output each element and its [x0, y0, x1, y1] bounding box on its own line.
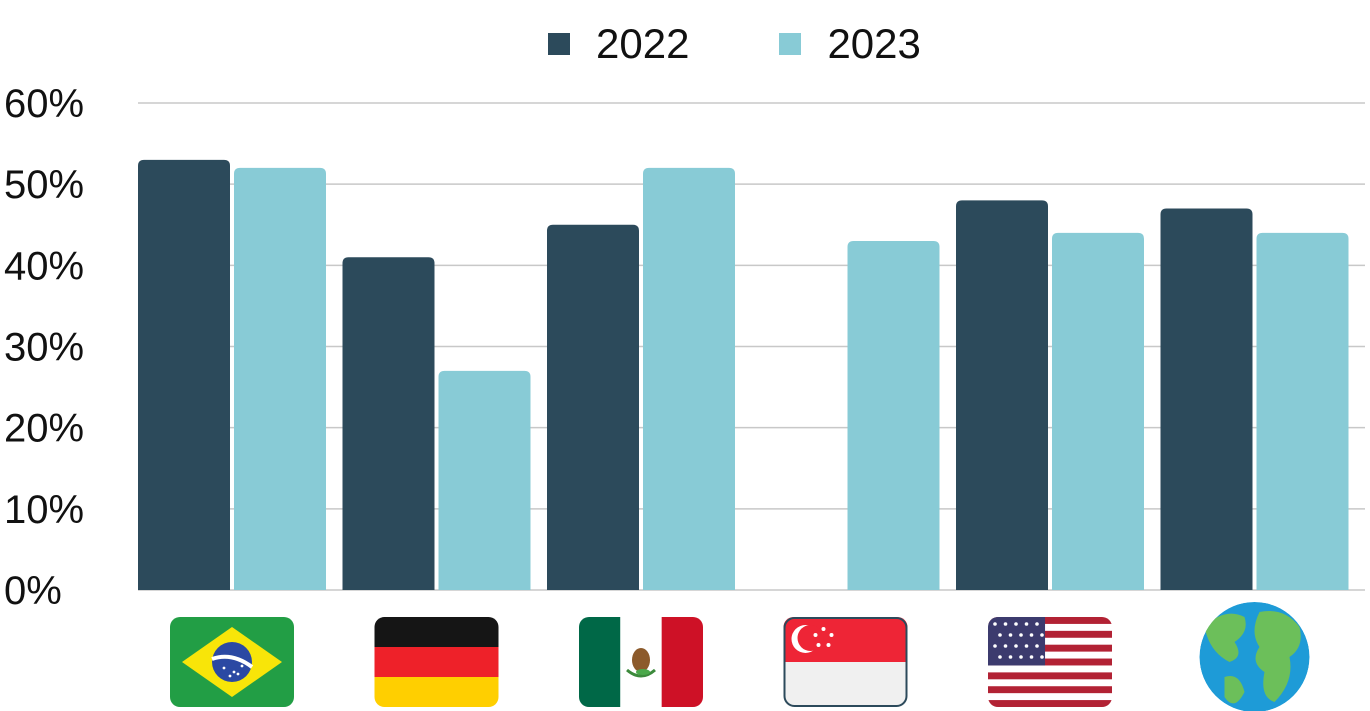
legend-swatch-2023	[779, 33, 802, 55]
singapore-flag-icon	[783, 617, 908, 707]
bar-2022-germany	[342, 257, 435, 590]
globe-icon	[1199, 602, 1310, 711]
bar-2023-brazil	[234, 167, 326, 590]
y-tick-label: 10%	[4, 488, 84, 532]
germany-flag-icon	[374, 617, 499, 707]
y-tick-label: 60%	[4, 82, 84, 126]
bar-2023-germany	[438, 370, 531, 590]
y-tick-label: 30%	[4, 326, 84, 370]
bar-2022-global	[1160, 208, 1253, 590]
mexico-flag-icon	[579, 617, 703, 707]
legend-swatch-2022	[548, 33, 570, 55]
legend-item-2022: 2022	[548, 20, 689, 68]
bar-2023-global	[1256, 232, 1349, 590]
brazil-flag-icon	[170, 617, 294, 707]
legend-label-2023: 2023	[827, 20, 921, 67]
us-flag-icon	[988, 617, 1112, 707]
bar-2022-mexico	[547, 224, 639, 590]
legend-item-2023: 2023	[779, 20, 921, 68]
bar-2022-united-states	[956, 200, 1048, 590]
y-tick-label: 40%	[4, 244, 84, 288]
y-tick-label: 50%	[4, 163, 84, 207]
bar-2023-mexico	[643, 167, 735, 590]
legend-label-2022: 2022	[596, 20, 690, 67]
y-tick-label: 0%	[4, 569, 62, 613]
y-tick-label: 20%	[4, 407, 84, 451]
bar-2023-singapore	[847, 240, 940, 590]
bar-2022-brazil	[138, 159, 230, 591]
legend: 2022 2023	[548, 20, 1011, 68]
bar-2023-united-states	[1052, 232, 1144, 590]
